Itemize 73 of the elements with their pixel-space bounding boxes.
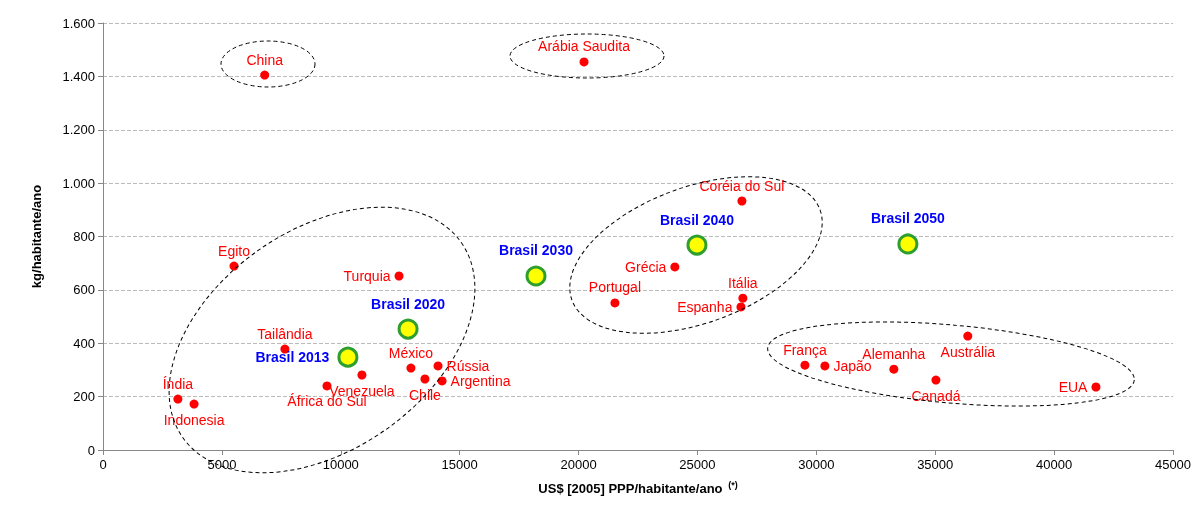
x-tick-label: 20000 — [560, 457, 597, 472]
point — [963, 331, 973, 341]
point — [420, 374, 430, 384]
point — [394, 271, 404, 281]
x-tick-label: 25000 — [679, 457, 716, 472]
data-label: Arábia Saudita — [538, 38, 631, 55]
data-label: Austrália — [940, 343, 996, 360]
point — [1091, 382, 1101, 392]
point — [738, 293, 748, 303]
data-label: EUA — [1058, 379, 1089, 396]
y-tick-label: 1.600 — [62, 15, 95, 31]
point — [737, 196, 747, 206]
y-tick-label: 600 — [73, 282, 95, 298]
point — [357, 370, 367, 380]
point — [173, 394, 183, 404]
data-label: Tailândia — [257, 325, 313, 342]
data-label: Rússia — [446, 357, 490, 374]
data-label: China — [246, 51, 284, 68]
data-label: França — [783, 341, 827, 358]
point — [889, 364, 899, 374]
point — [337, 346, 359, 368]
x-tick-label: 10000 — [322, 457, 359, 472]
y-tick-label: 0 — [87, 442, 95, 458]
point — [406, 363, 416, 373]
point — [579, 57, 589, 67]
y-tick-label: 1.000 — [62, 175, 95, 191]
point — [610, 298, 620, 308]
point — [670, 262, 680, 272]
x-tick-label: 40000 — [1036, 457, 1073, 472]
x-tick-label: 35000 — [917, 457, 954, 472]
data-label: Índia — [162, 375, 194, 392]
data-label: Espanha — [677, 298, 733, 315]
data-label: Brasil 2050 — [870, 210, 946, 227]
data-label: Portugal — [588, 279, 642, 296]
point — [433, 361, 443, 371]
point — [931, 375, 941, 385]
y-tick-label: 200 — [73, 389, 95, 405]
point — [800, 360, 810, 370]
data-label: Brasil 2020 — [371, 295, 446, 312]
data-label: Itália — [728, 274, 758, 291]
y-tick-label: 1.200 — [62, 122, 95, 138]
point — [229, 261, 239, 271]
x-tick-label: 0 — [99, 457, 107, 472]
x-tick-label: 5000 — [207, 457, 237, 472]
data-label: Indonesia — [163, 411, 225, 428]
point — [397, 318, 419, 340]
data-label: Argentina — [450, 372, 511, 389]
y-tick-label: 400 — [73, 335, 95, 351]
data-label: Brasil 2013 — [255, 349, 330, 366]
x-tick-label: 45000 — [1154, 457, 1192, 472]
data-label: Grécia — [625, 258, 667, 275]
data-label: Brasil 2030 — [499, 242, 574, 259]
point — [820, 361, 830, 371]
data-label: Chile — [409, 386, 442, 403]
data-label: México — [388, 344, 434, 361]
x-axis-title: US$ [2005] PPP/habitante/ano (*) — [538, 479, 738, 496]
data-label: Brasil 2040 — [659, 211, 735, 228]
x-tick-label: 15000 — [441, 457, 478, 472]
y-tick-label: 800 — [73, 229, 95, 244]
x-tick-label: 30000 — [798, 457, 835, 472]
data-label: Egito — [218, 242, 251, 259]
point — [260, 70, 270, 80]
data-label: Canadá — [911, 387, 961, 404]
point — [525, 265, 547, 287]
point — [897, 233, 919, 255]
y-axis-title: kg/habitante/ano — [29, 184, 44, 289]
y-tick-label: 1.400 — [62, 68, 95, 84]
data-label: Alemanha — [862, 345, 926, 362]
point — [686, 234, 708, 256]
data-label: Turquia — [343, 268, 391, 284]
point — [189, 399, 199, 409]
data-label: Coréia do Sul — [699, 177, 785, 194]
point — [437, 376, 447, 386]
